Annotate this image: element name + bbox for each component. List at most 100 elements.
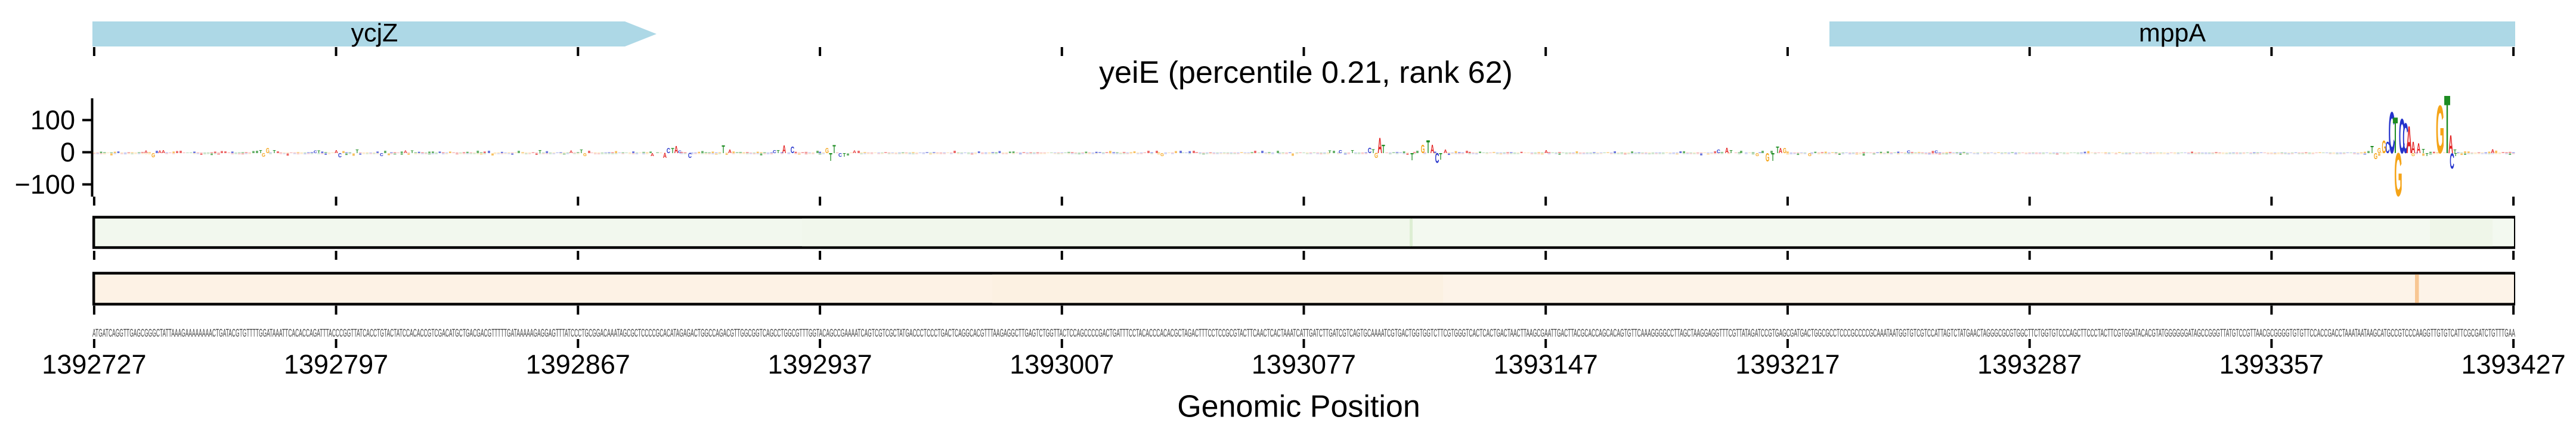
svg-text:T: T bbox=[356, 148, 360, 154]
svg-text:C: C bbox=[2385, 138, 2389, 157]
svg-text:G: G bbox=[825, 148, 829, 155]
svg-text:A: A bbox=[404, 150, 407, 154]
svg-text:1393357: 1393357 bbox=[2219, 349, 2324, 380]
svg-text:C: C bbox=[773, 149, 776, 154]
svg-text:G: G bbox=[2411, 152, 2415, 157]
svg-text:C: C bbox=[1368, 146, 1371, 155]
svg-text:G: G bbox=[151, 153, 155, 159]
svg-text:T: T bbox=[1410, 151, 1414, 163]
svg-text:A: A bbox=[2411, 138, 2415, 157]
svg-text:G: G bbox=[1783, 148, 1787, 155]
svg-text:A: A bbox=[663, 153, 667, 160]
svg-text:T: T bbox=[671, 148, 674, 155]
svg-text:T: T bbox=[832, 143, 835, 156]
svg-text:yeiE (percentile 0.21, rank 62: yeiE (percentile 0.21, rank 62) bbox=[1099, 55, 1513, 90]
svg-text:Genomic Position: Genomic Position bbox=[1177, 390, 1420, 424]
svg-text:C: C bbox=[791, 145, 794, 156]
svg-text:T: T bbox=[273, 149, 277, 154]
svg-text:G: G bbox=[583, 152, 587, 157]
svg-text:1393287: 1393287 bbox=[1977, 349, 2082, 380]
svg-text:T: T bbox=[1426, 136, 1430, 157]
svg-text:C: C bbox=[678, 150, 682, 154]
svg-text:A: A bbox=[2406, 118, 2411, 161]
svg-text:A: A bbox=[651, 152, 654, 157]
svg-text:1393147: 1393147 bbox=[1494, 349, 1598, 380]
svg-text:T: T bbox=[2454, 148, 2457, 154]
svg-text:A: A bbox=[1544, 149, 1548, 154]
svg-text:C: C bbox=[1907, 150, 1911, 154]
svg-text:A: A bbox=[569, 150, 573, 154]
svg-text:A: A bbox=[2417, 141, 2421, 157]
svg-text:T: T bbox=[1771, 151, 1775, 163]
svg-text:A: A bbox=[158, 150, 162, 154]
svg-text:T: T bbox=[2370, 144, 2374, 156]
svg-text:C: C bbox=[1717, 149, 1720, 154]
svg-text:C: C bbox=[338, 153, 342, 159]
svg-text:C: C bbox=[2399, 108, 2405, 164]
svg-text:C: C bbox=[2402, 115, 2408, 163]
svg-text:C: C bbox=[1435, 151, 1439, 167]
svg-text:C: C bbox=[380, 152, 383, 157]
svg-text:T: T bbox=[1329, 150, 1332, 154]
svg-text:T: T bbox=[259, 149, 263, 154]
svg-text:T: T bbox=[777, 149, 781, 154]
svg-text:1393077: 1393077 bbox=[1252, 349, 1356, 380]
svg-text:1392867: 1392867 bbox=[526, 349, 630, 380]
svg-text:G: G bbox=[1374, 153, 1378, 160]
svg-text:100: 100 bbox=[30, 105, 75, 135]
svg-text:G: G bbox=[2377, 148, 2381, 155]
svg-text:A: A bbox=[782, 144, 787, 156]
svg-text:G: G bbox=[266, 148, 270, 155]
svg-text:T: T bbox=[1776, 145, 1779, 156]
svg-text:C: C bbox=[2388, 100, 2395, 166]
svg-text:G: G bbox=[1766, 151, 1770, 164]
svg-text:A: A bbox=[728, 148, 732, 154]
svg-text:T: T bbox=[722, 143, 725, 156]
svg-text:T: T bbox=[2426, 152, 2429, 157]
svg-text:A: A bbox=[853, 150, 856, 154]
svg-text:T: T bbox=[829, 151, 832, 163]
svg-text:C: C bbox=[688, 153, 692, 160]
svg-text:T: T bbox=[2393, 107, 2398, 164]
svg-text:mppA: mppA bbox=[2139, 19, 2206, 48]
svg-text:G: G bbox=[2374, 152, 2377, 161]
svg-text:1393427: 1393427 bbox=[2461, 349, 2565, 380]
svg-text:A: A bbox=[1725, 146, 1729, 155]
svg-text:G: G bbox=[2436, 92, 2444, 168]
svg-text:A: A bbox=[162, 149, 165, 154]
svg-text:C: C bbox=[1934, 150, 1938, 154]
svg-text:C: C bbox=[314, 150, 318, 154]
svg-text:T: T bbox=[2422, 148, 2426, 155]
svg-text:ycjZ: ycjZ bbox=[351, 19, 398, 48]
svg-text:C: C bbox=[838, 152, 842, 158]
svg-text:A: A bbox=[1779, 148, 1782, 155]
svg-text:A: A bbox=[2448, 130, 2453, 159]
svg-text:C: C bbox=[1339, 149, 1342, 154]
svg-text:1392937: 1392937 bbox=[767, 349, 872, 380]
svg-text:G: G bbox=[1160, 152, 1164, 157]
svg-text:1392797: 1392797 bbox=[284, 349, 388, 380]
svg-text:T: T bbox=[538, 149, 541, 154]
svg-text:T: T bbox=[1382, 143, 1385, 156]
svg-text:T: T bbox=[843, 152, 847, 158]
svg-text:T: T bbox=[317, 150, 320, 154]
svg-text:T: T bbox=[1730, 149, 1733, 154]
svg-text:A: A bbox=[1444, 148, 1447, 154]
svg-text:ATGATCAGGTTGAGCGGGCTATTAAAGAAA: ATGATCAGGTTGAGCGGGCTATTAAAGAAAAAAAACTGAT… bbox=[92, 327, 2515, 339]
svg-text:T: T bbox=[2444, 78, 2450, 171]
svg-text:T: T bbox=[1372, 148, 1375, 154]
svg-text:G: G bbox=[262, 152, 265, 158]
svg-text:1393007: 1393007 bbox=[1010, 349, 1114, 380]
svg-text:T: T bbox=[580, 149, 583, 154]
svg-text:G: G bbox=[2382, 138, 2386, 157]
svg-text:0: 0 bbox=[60, 137, 75, 167]
svg-text:−100: −100 bbox=[15, 169, 75, 200]
svg-text:A: A bbox=[1377, 133, 1382, 158]
svg-text:C: C bbox=[2450, 148, 2454, 173]
svg-text:A: A bbox=[1431, 143, 1435, 156]
svg-text:T: T bbox=[1439, 152, 1442, 162]
svg-text:A: A bbox=[674, 144, 679, 156]
svg-text:G: G bbox=[1421, 143, 1425, 156]
svg-text:T: T bbox=[1351, 149, 1355, 154]
svg-text:C: C bbox=[667, 148, 670, 155]
